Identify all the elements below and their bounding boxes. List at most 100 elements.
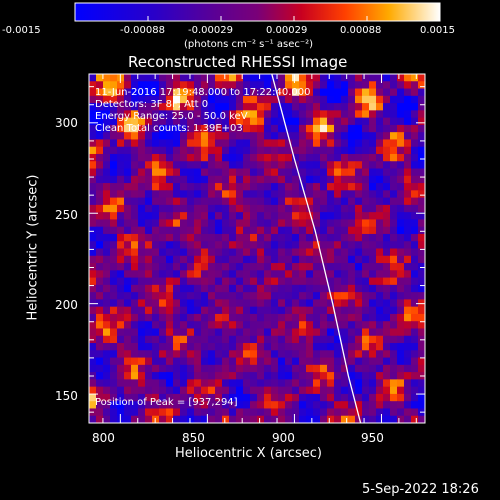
heatmap-cell [89, 190, 97, 199]
heatmap-cell [208, 146, 216, 155]
heatmap-cell [173, 110, 181, 119]
heatmap-cell [299, 153, 307, 162]
heatmap-cell [194, 110, 202, 119]
heatmap-cell [152, 292, 160, 300]
heatmap-cell [236, 357, 244, 366]
heatmap-cell [103, 350, 111, 359]
heatmap-cell [124, 292, 132, 300]
heatmap-cell [383, 393, 391, 402]
heatmap-cell [376, 357, 384, 366]
heatmap-cell [229, 372, 237, 380]
heatmap-cell [264, 415, 272, 423]
heatmap-cell [180, 270, 188, 279]
heatmap-cell [152, 212, 160, 221]
heatmap-cell [299, 343, 307, 351]
heatmap-cell [180, 197, 188, 206]
heatmap-cell [362, 204, 370, 213]
heatmap-cell [201, 219, 209, 228]
heatmap-cell [180, 153, 188, 162]
heatmap-cell [369, 168, 377, 177]
heatmap-cell [418, 277, 425, 286]
heatmap-cell [257, 110, 265, 119]
heatmap-cell [334, 350, 342, 359]
heatmap-cell [145, 233, 153, 242]
heatmap-cell [96, 270, 104, 279]
heatmap-cell [264, 299, 272, 308]
heatmap-cell [418, 161, 425, 170]
heatmap-cell [124, 350, 132, 359]
heatmap-cell [110, 255, 118, 264]
heatmap-cell [306, 263, 314, 271]
heatmap-cell [376, 255, 384, 264]
heatmap-cell [173, 379, 181, 388]
heatmap-cell [194, 379, 202, 388]
heatmap-cell [180, 372, 188, 380]
heatmap-cell [278, 299, 286, 308]
heatmap-cell [404, 379, 412, 388]
heatmap-cell [222, 335, 230, 344]
heatmap-cell [299, 241, 307, 250]
heatmap-cell [222, 393, 230, 402]
heatmap-cell [369, 313, 377, 322]
heatmap-cell [313, 277, 321, 286]
heatmap-cell [110, 379, 118, 388]
heatmap-cell [278, 88, 286, 97]
heatmap-cell [271, 277, 279, 286]
heatmap-cell [411, 74, 419, 82]
heatmap-cell [278, 212, 286, 221]
heatmap-cell [250, 313, 258, 322]
heatmap-cell [208, 175, 216, 184]
heatmap-cell [271, 248, 279, 257]
heatmap-cell [124, 117, 132, 126]
heatmap-cell [271, 401, 279, 410]
heatmap-cell [320, 277, 328, 286]
heatmap-cell [159, 386, 167, 395]
heatmap-cell [222, 321, 230, 330]
heatmap-cell [334, 241, 342, 250]
heatmap-cell [271, 153, 279, 162]
heatmap-cell [229, 357, 237, 366]
heatmap-cell [187, 393, 195, 402]
x-tick-label-900: 900 [272, 431, 295, 445]
heatmap-cell [285, 88, 293, 97]
heatmap-cell [292, 103, 300, 111]
heatmap-cell [292, 284, 300, 293]
heatmap-cell [222, 117, 230, 126]
heatmap-cell [355, 95, 363, 104]
heatmap-cell [299, 350, 307, 359]
heatmap-cell [355, 153, 363, 162]
heatmap-cell [201, 81, 209, 90]
heatmap-cell [117, 88, 125, 97]
heatmap-cell [341, 393, 349, 402]
heatmap-cell [229, 321, 237, 330]
heatmap-cell [348, 328, 356, 337]
heatmap-cell [411, 313, 419, 322]
heatmap-cell [355, 328, 363, 337]
heatmap-cell [348, 408, 356, 417]
heatmap-cell [243, 74, 251, 82]
heatmap-cell [278, 233, 286, 242]
heatmap-cell [229, 350, 237, 359]
heatmap-cell [383, 219, 391, 228]
heatmap-cell [334, 74, 342, 82]
heatmap-cell [334, 197, 342, 206]
heatmap-cell [376, 146, 384, 155]
heatmap-cell [236, 132, 244, 141]
heatmap-cell [369, 204, 377, 213]
heatmap-cell [285, 81, 293, 90]
heatmap-cell [348, 263, 356, 271]
heatmap-cell [110, 306, 118, 315]
heatmap-cell [362, 248, 370, 257]
heatmap-cell [103, 212, 111, 221]
heatmap-cell [131, 415, 139, 423]
heatmap-cell [194, 226, 202, 235]
heatmap-cell [362, 212, 370, 221]
heatmap-cell [341, 212, 349, 221]
heatmap-cell [348, 284, 356, 293]
heatmap-cell [201, 190, 209, 199]
heatmap-cell [285, 313, 293, 322]
heatmap-cell [208, 204, 216, 213]
heatmap-cell [236, 306, 244, 315]
heatmap-cell [152, 74, 160, 82]
